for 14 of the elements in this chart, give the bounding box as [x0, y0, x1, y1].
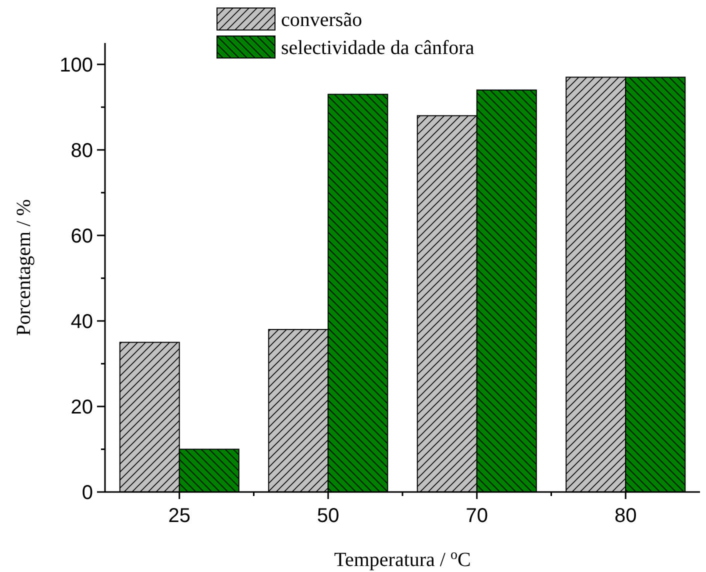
y-tick-label: 80 [70, 140, 93, 162]
legend-label: conversão [281, 9, 362, 31]
x-tick-label: 50 [317, 505, 340, 527]
y-axis-title: Porcentagem / % [13, 199, 35, 336]
y-tick-label: 0 [82, 482, 93, 504]
x-tick-label: 25 [168, 505, 190, 527]
legend-label: selectividade da cânfora [281, 37, 474, 59]
y-tick-label: 40 [70, 310, 93, 333]
y-tick-label: 60 [70, 225, 93, 248]
y-tick-label: 100 [60, 54, 93, 76]
y-tick-label: 20 [70, 396, 93, 418]
x-tick-label: 70 [466, 505, 488, 527]
x-axis-title: Temperatura / $^{o}$C [334, 548, 471, 571]
x-tick-label: 80 [614, 505, 637, 527]
